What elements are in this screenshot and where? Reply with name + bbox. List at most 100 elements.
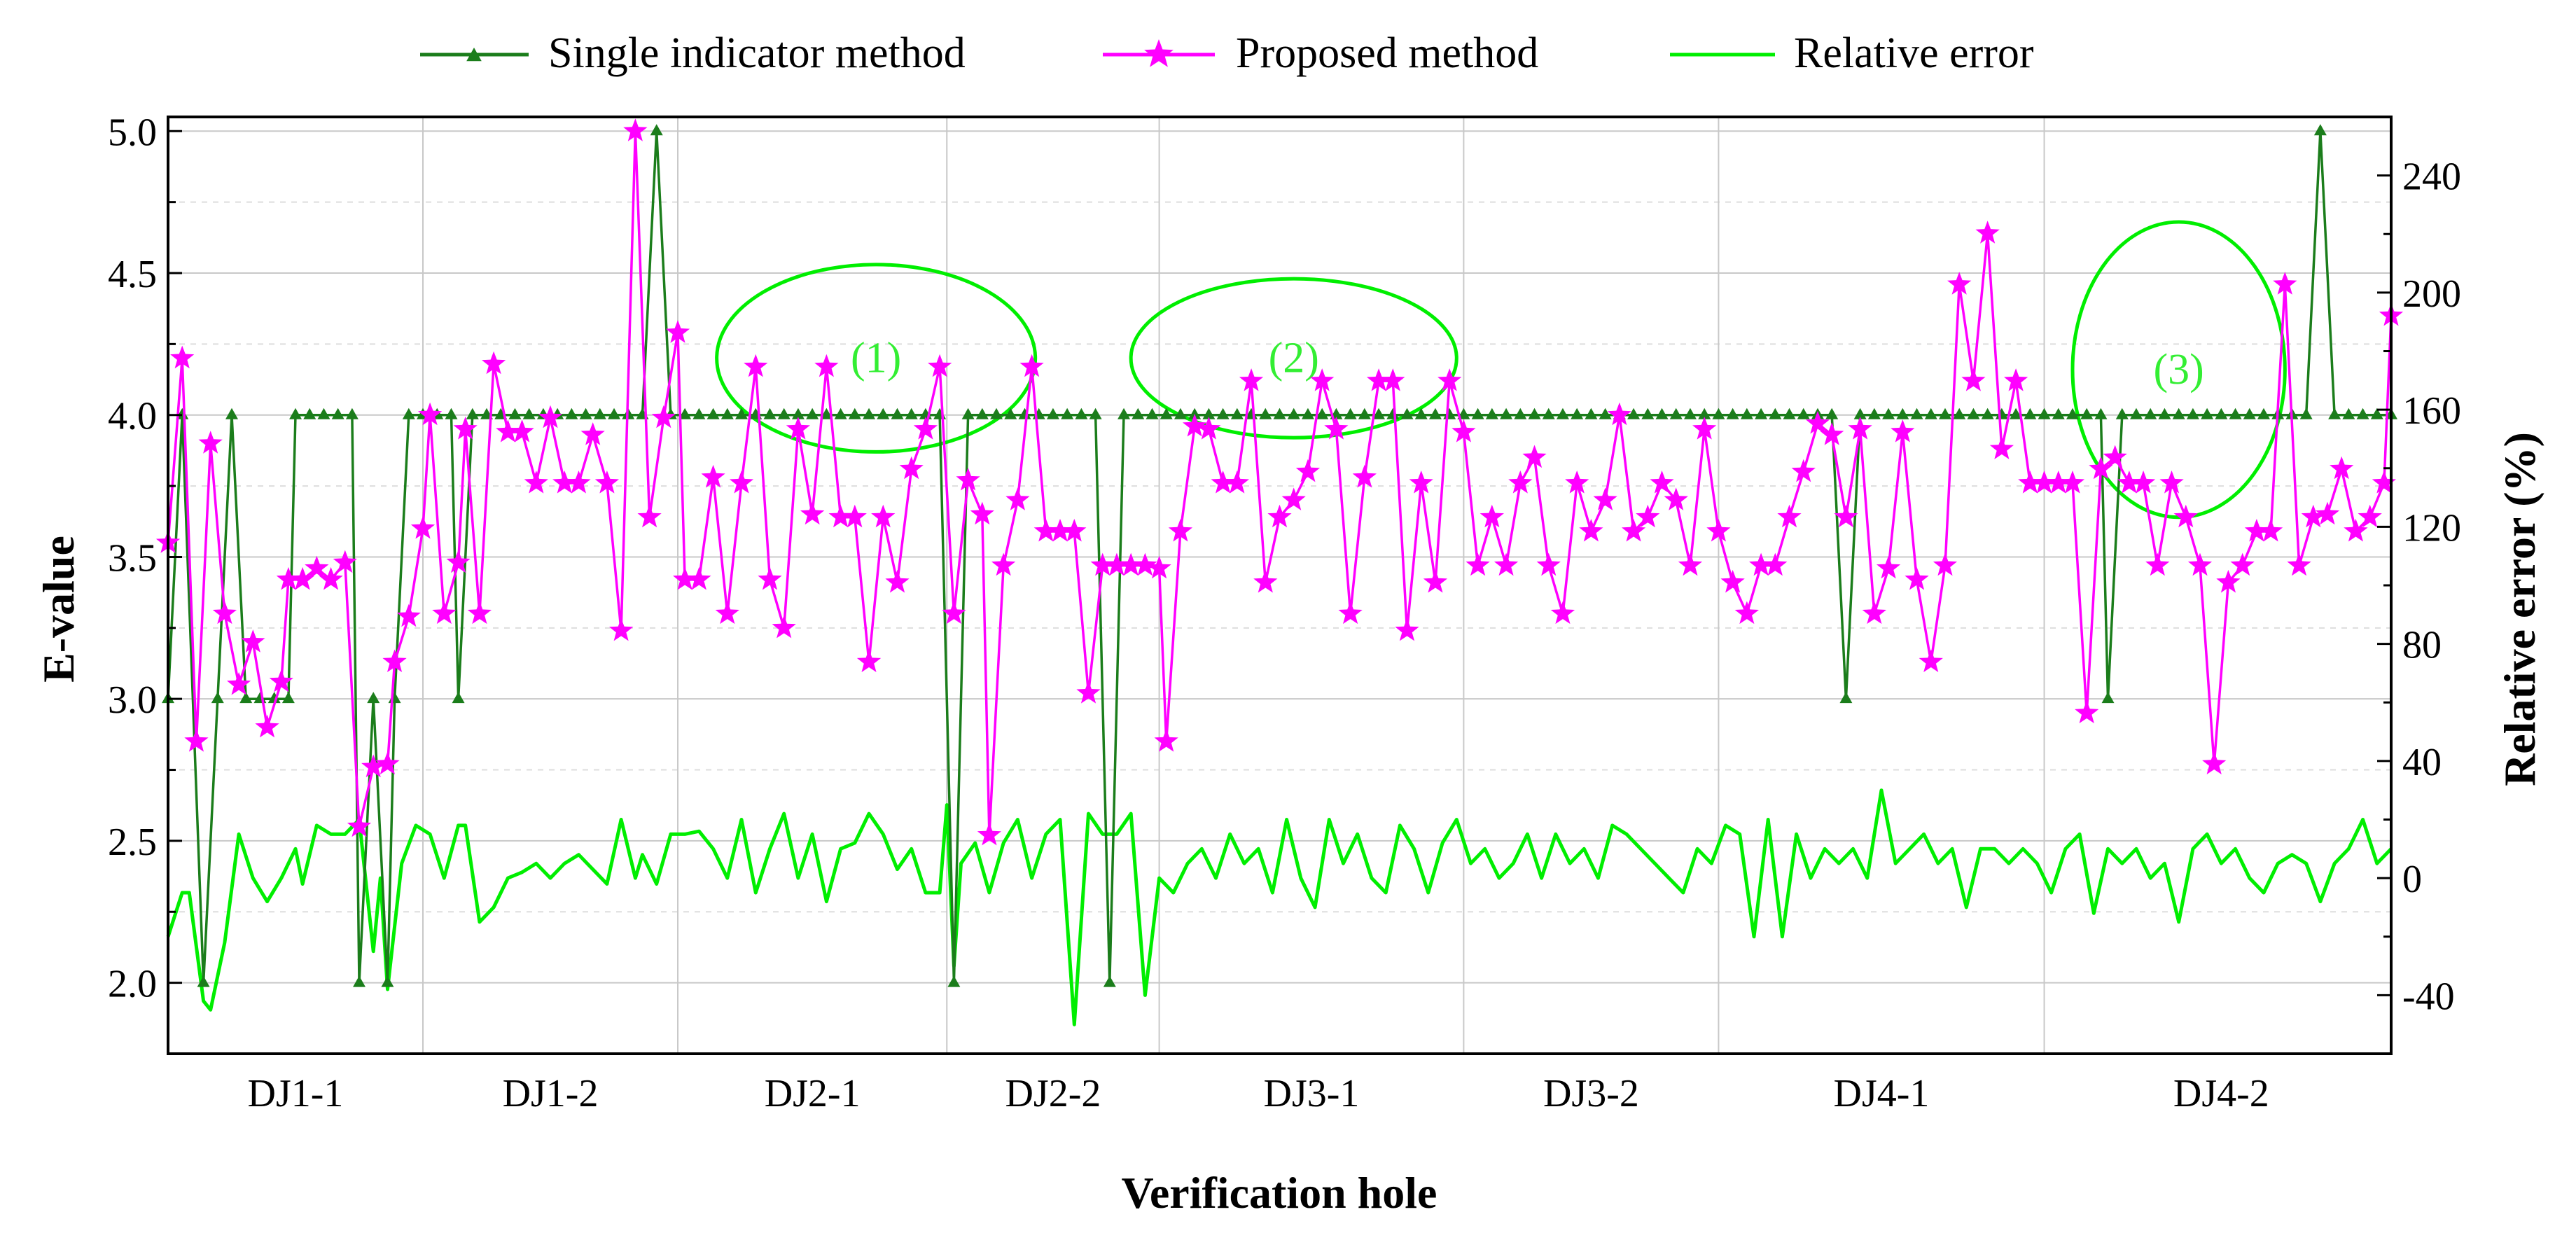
proposed-point-marker — [2159, 471, 2184, 494]
single-point-marker — [1924, 407, 1937, 419]
x-axis-title: Verification hole — [1122, 1168, 1437, 1218]
single-point-marker — [2356, 407, 2369, 419]
single-point-marker — [2328, 407, 2341, 419]
proposed-point-marker — [1062, 519, 1087, 542]
right-tick-label: 80 — [2402, 624, 2442, 667]
proposed-point-marker — [1508, 471, 1533, 494]
single-point-marker — [1585, 407, 1598, 419]
left-tick-label: 2.5 — [108, 821, 157, 864]
proposed-point-marker — [2344, 519, 2368, 542]
proposed-point-marker — [1076, 681, 1101, 704]
proposed-point-marker — [1522, 445, 1547, 468]
single-point-marker — [947, 975, 961, 987]
single-point-marker — [1769, 407, 1782, 419]
single-point-marker — [608, 407, 621, 419]
single-point-marker — [1400, 407, 1414, 419]
single-point-marker — [565, 407, 578, 419]
single-point-marker — [1118, 407, 1131, 419]
proposed-point-marker — [2273, 272, 2297, 295]
proposed-point-marker — [942, 601, 966, 625]
single-point-marker — [1571, 407, 1584, 419]
x-category-label: DJ3-2 — [1543, 1072, 1639, 1115]
annotation-ellipse — [1129, 277, 1458, 440]
proposed-point-marker — [701, 464, 725, 488]
proposed-point-marker — [241, 629, 265, 653]
proposed-point-marker — [1409, 471, 1433, 494]
proposed-point-marker — [2046, 471, 2070, 494]
annotation-layer: (1) (2) (3) — [715, 220, 2287, 520]
single-point-marker — [1556, 407, 1569, 419]
x-category-label: DJ1-1 — [248, 1072, 344, 1115]
proposed-point-marker — [651, 405, 676, 429]
single-point-marker — [2172, 407, 2185, 419]
left-tick-label: 4.5 — [108, 253, 157, 296]
proposed-point-marker — [1047, 519, 1073, 542]
single-point-marker — [1287, 407, 1300, 419]
proposed-point-marker — [446, 550, 471, 573]
proposed-point-marker — [1720, 569, 1745, 593]
proposed-point-marker — [2202, 751, 2227, 774]
single-point-marker — [735, 407, 749, 419]
proposed-point-marker — [396, 604, 421, 627]
proposed-point-marker — [580, 422, 605, 445]
proposed-point-marker — [637, 504, 662, 528]
single-point-marker — [2144, 407, 2157, 419]
proposed-point-marker — [2315, 501, 2340, 525]
single-point-marker — [1316, 407, 1329, 419]
left-tick-label: 4.0 — [108, 395, 157, 438]
proposed-point-marker — [1550, 601, 1575, 625]
single-point-marker — [1867, 407, 1881, 419]
proposed-point-marker — [1877, 555, 1901, 579]
proposed-point-marker — [1579, 519, 1603, 542]
proposed-point-marker — [1678, 552, 1703, 576]
proposed-point-marker — [1154, 729, 1178, 752]
proposed-point-marker — [828, 504, 853, 528]
left-tick-label: 3.0 — [108, 678, 157, 722]
single-point-marker — [2229, 407, 2242, 419]
single-point-marker — [1839, 692, 1853, 704]
proposed-point-marker — [2230, 552, 2255, 576]
x-category-label: DJ2-2 — [1005, 1072, 1101, 1115]
single-point-marker — [2115, 407, 2129, 419]
single-point-marker — [211, 692, 224, 704]
legend-label-proposed: Proposed method — [1236, 29, 1538, 77]
proposed-point-marker — [2117, 471, 2141, 494]
proposed-point-marker — [510, 419, 534, 443]
proposed-point-marker — [2372, 471, 2396, 494]
annotation-label: (3) — [2154, 346, 2204, 393]
single-point-marker — [720, 407, 734, 419]
axis-layer: 2.0 2.5 3.0 3.5 4.0 4.5 5.0 -40 0 40 80 120 160 200 24… — [108, 111, 2461, 1115]
proposed-point-marker — [333, 550, 357, 573]
proposed-point-marker — [2103, 445, 2127, 468]
proposed-point-marker — [2301, 504, 2325, 528]
proposed-point-marker — [1119, 552, 1143, 576]
proposed-point-marker — [1664, 487, 1688, 510]
single-point-marker — [2129, 407, 2143, 419]
proposed-point-marker — [1650, 471, 1674, 494]
proposed-point-marker — [899, 456, 924, 480]
proposed-point-marker — [1019, 354, 1044, 377]
proposed-point-marker — [1147, 555, 1171, 579]
single-point-marker — [1414, 407, 1428, 419]
single-point-marker — [353, 975, 366, 987]
proposed-point-marker — [410, 515, 436, 539]
proposed-point-marker — [2244, 519, 2269, 542]
single-point-marker — [891, 407, 904, 419]
x-category-label: DJ1-2 — [503, 1072, 599, 1115]
single-point-marker — [820, 407, 833, 419]
proposed-point-marker — [1366, 368, 1391, 391]
proposed-point-marker — [1989, 436, 2014, 459]
single-point-marker — [1188, 407, 1202, 419]
proposed-point-marker — [347, 814, 372, 837]
x-category-label: DJ4-1 — [1834, 1072, 1930, 1115]
proposed-point-marker — [1763, 552, 1788, 576]
x-category-label: DJ2-1 — [765, 1072, 861, 1115]
single-point-marker — [2024, 407, 2037, 419]
single-point-marker — [579, 407, 592, 419]
proposed-point-marker — [1104, 552, 1129, 576]
proposed-point-marker — [2032, 471, 2056, 494]
left-tick-label: 5.0 — [108, 111, 157, 154]
single-point-marker — [2201, 407, 2214, 419]
proposed-point-marker — [432, 601, 457, 625]
